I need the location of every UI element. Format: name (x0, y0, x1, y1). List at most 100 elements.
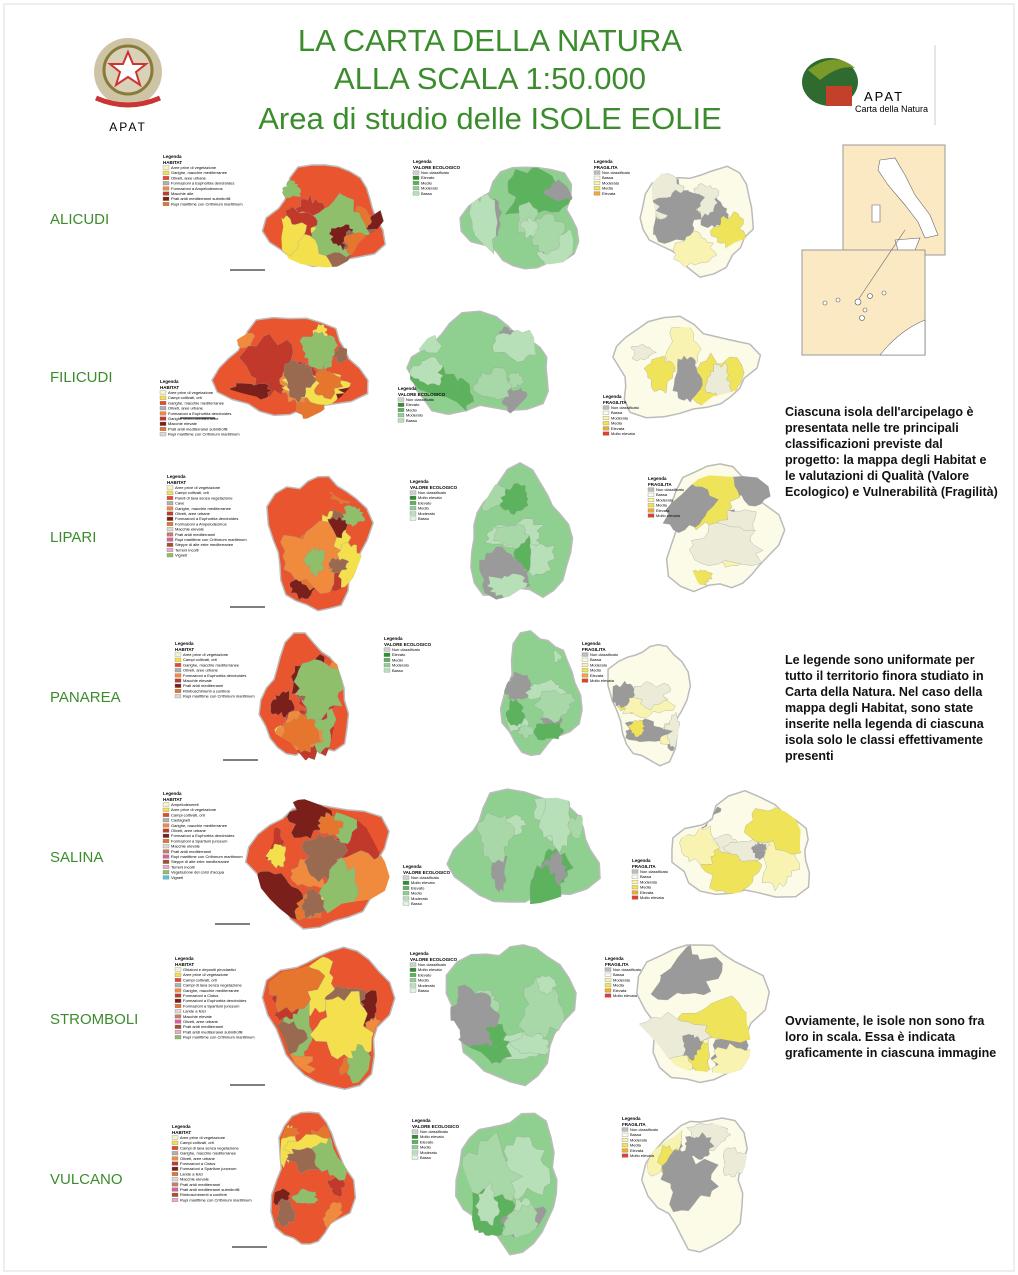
legend-swatch (647, 487, 655, 492)
legend-swatch (162, 839, 170, 843)
legend-swatch (383, 647, 391, 652)
legend-item: Macchie alte (171, 191, 194, 196)
legend-heading: VALORE ECOLOGICO (398, 392, 446, 397)
legend-item: Molto elevato (418, 967, 443, 972)
legend-title: Legenda (603, 394, 622, 399)
legend-item: Moderato (421, 186, 439, 191)
legend-swatch (647, 498, 655, 502)
legend-title: Legenda (398, 386, 417, 391)
legend-swatch (383, 663, 391, 668)
legend-swatch (593, 175, 601, 180)
map-patch (472, 367, 513, 400)
map-patch (301, 888, 327, 919)
legend-item: Garighe, macchie mediterranee (180, 1151, 237, 1156)
map-patch (476, 811, 515, 864)
legend-item: Elevata (590, 673, 604, 678)
map-patch (673, 230, 718, 269)
legend-item: Elevata (656, 508, 670, 513)
legend-item: Garighe, macchie mediterranee (175, 506, 232, 511)
legend-swatch (647, 508, 655, 513)
legend-heading: VALORE ECOLOGICO (384, 642, 432, 647)
legend-swatch (174, 668, 182, 673)
legend-item: Moderata (656, 497, 674, 502)
legend-item: Moderata (590, 662, 608, 667)
legend-title: Legenda (413, 159, 432, 164)
legend-title: Legenda (648, 476, 667, 481)
map-patch (517, 724, 535, 740)
legend-swatch (383, 652, 391, 657)
legend-swatch (581, 657, 589, 662)
legend-title: Legenda (594, 159, 613, 164)
title-line: Area di studio delle ISOLE EOLIE (258, 101, 722, 136)
legend-swatch (647, 513, 655, 518)
island-name: FILICUDI (50, 369, 113, 386)
legend-swatch (174, 1019, 182, 1024)
legend-swatch (412, 191, 420, 196)
legend-item: Elevata (611, 426, 625, 431)
legend-item: Elevato (418, 972, 432, 977)
right-logo-subtitle: Carta della Natura (855, 104, 928, 114)
legend-heading: FRAGILITA (603, 400, 627, 405)
legend-item: Moderato (406, 413, 424, 418)
legend-item: Prati aridi mediterranei (183, 683, 223, 688)
legend-swatch (174, 657, 182, 662)
island-name: SALINA (50, 849, 104, 866)
map-patch (627, 720, 646, 738)
legend-swatch (621, 1132, 629, 1137)
legend-item: Elevato (406, 402, 420, 407)
legend-swatch (166, 527, 174, 532)
inset-map (801, 144, 946, 356)
legend-swatch (162, 191, 170, 196)
legend-swatch (647, 503, 655, 508)
legend-item: Non classificato (406, 397, 435, 402)
legend-swatch (171, 1161, 179, 1166)
legend-heading: FRAGILITA (594, 165, 618, 170)
map-patch (299, 331, 338, 370)
legend-item: Molto elevato (418, 495, 443, 500)
legend-swatch (593, 170, 601, 175)
legend-swatch (166, 485, 174, 490)
legend-swatch (397, 418, 405, 423)
legend-swatch (409, 962, 417, 967)
legend-swatch (171, 1182, 179, 1187)
legend-item: Moderato (418, 983, 436, 988)
legend-swatch (581, 673, 589, 678)
legend-item: Rupi marittime con Crithmum maritimum (183, 694, 255, 699)
legend-title: Legenda (172, 1124, 191, 1129)
legend-swatch (171, 1156, 179, 1161)
map-patch (303, 546, 325, 578)
map-patch (672, 355, 703, 403)
legend-item: Prati aridi mediterranei subnitrofili (168, 426, 227, 431)
legend-item: Formazioni a Cistus (180, 1161, 215, 1166)
legend-item: Moderata (630, 1137, 648, 1142)
legend-heading: VALORE ECOLOGICO (412, 1124, 460, 1129)
island-name: STROMBOLI (50, 1011, 139, 1028)
legend-swatch (383, 668, 391, 673)
legend-item: Macchie elevate (180, 1177, 210, 1182)
legend-swatch (412, 186, 420, 191)
legend-swatch (411, 1155, 419, 1160)
legend-item: Prati aridi mediterranei subnitrofili (171, 196, 230, 201)
legend-item: Medio (411, 891, 423, 896)
legend-item: Basso (421, 191, 433, 196)
legend-swatch (174, 988, 182, 993)
map-patch (643, 356, 676, 394)
map-patch (660, 1148, 719, 1213)
legend-swatch (593, 181, 601, 185)
legend-item: Non classificato (418, 962, 447, 967)
legend-item: Lande a felci (183, 1009, 206, 1014)
legend-item: Elevata (630, 1148, 644, 1153)
legend-item: Formazioni a Spartium junceum (183, 1003, 240, 1008)
legend-item: Non classificato (420, 1129, 449, 1134)
map-patch (711, 1042, 754, 1074)
legend-swatch (159, 390, 167, 395)
legend-swatch (604, 978, 612, 982)
legend-item: Bassa (611, 410, 623, 415)
legend-swatch (409, 495, 417, 500)
legend-swatch (409, 983, 417, 988)
